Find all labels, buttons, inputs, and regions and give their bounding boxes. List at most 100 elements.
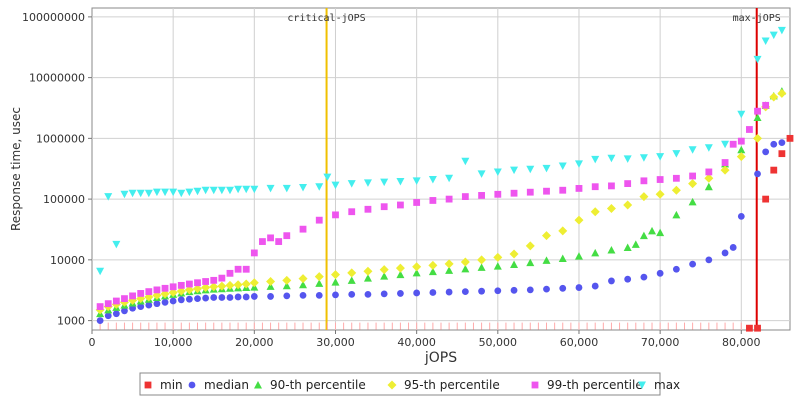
data-point bbox=[688, 179, 698, 189]
data-point bbox=[543, 285, 550, 293]
data-point bbox=[210, 276, 218, 284]
data-point bbox=[96, 317, 104, 324]
legend-swatch bbox=[254, 381, 262, 389]
min-baseline-stubs bbox=[99, 322, 742, 330]
data-point bbox=[575, 185, 583, 192]
axes: 0 10,000 20,000 30,000 40,000 50,000 60,000 70,… bbox=[22, 11, 761, 349]
y-tick-label: 1000000 bbox=[36, 132, 85, 145]
data-point bbox=[234, 185, 243, 194]
data-point bbox=[299, 184, 308, 192]
data-point bbox=[332, 211, 339, 219]
data-point bbox=[445, 288, 453, 296]
legend-label: 95-th percentile bbox=[404, 378, 500, 392]
data-point bbox=[299, 225, 307, 233]
data-point bbox=[193, 284, 203, 294]
data-point bbox=[259, 238, 266, 245]
data-point bbox=[396, 270, 405, 279]
data-point bbox=[729, 244, 737, 251]
data-point bbox=[397, 201, 404, 209]
data-point bbox=[704, 144, 713, 152]
data-point bbox=[478, 192, 485, 199]
markers: critical-jOPS max-jOPS bbox=[99, 8, 781, 330]
data-point bbox=[574, 215, 584, 225]
data-point bbox=[176, 286, 186, 296]
data-point bbox=[721, 140, 730, 149]
x-tick-label: 20,000 bbox=[235, 336, 274, 349]
data-point bbox=[429, 289, 437, 296]
data-point bbox=[380, 272, 389, 280]
data-point bbox=[526, 165, 535, 174]
data-point bbox=[672, 174, 680, 182]
y-axis-title: Response time, usec bbox=[9, 107, 23, 231]
data-point bbox=[161, 298, 169, 306]
data-point bbox=[607, 246, 616, 254]
data-point bbox=[145, 301, 153, 309]
data-point bbox=[591, 155, 600, 164]
data-point bbox=[161, 188, 170, 197]
data-point bbox=[412, 262, 422, 272]
data-point bbox=[705, 168, 713, 176]
data-point bbox=[623, 200, 633, 210]
data-point bbox=[112, 310, 120, 318]
data-point bbox=[395, 263, 405, 273]
data-point bbox=[315, 279, 324, 287]
data-point bbox=[315, 183, 324, 191]
data-point bbox=[283, 232, 291, 240]
data-point bbox=[282, 275, 292, 285]
data-point bbox=[525, 241, 535, 251]
data-point bbox=[672, 210, 681, 219]
data-point bbox=[623, 243, 632, 251]
data-point bbox=[777, 88, 787, 98]
data-point bbox=[104, 300, 112, 308]
data-point bbox=[266, 282, 275, 290]
data-point bbox=[242, 265, 250, 273]
data-point bbox=[526, 188, 534, 196]
data-point bbox=[137, 303, 145, 310]
series-99-th-percentile bbox=[96, 101, 770, 310]
data-point bbox=[542, 256, 551, 264]
data-point bbox=[412, 177, 421, 185]
data-point bbox=[689, 172, 697, 180]
data-point bbox=[299, 280, 308, 289]
critical-jOPS-label: critical-jOPS bbox=[287, 13, 365, 24]
data-point bbox=[510, 286, 518, 294]
data-point bbox=[648, 226, 657, 235]
data-point bbox=[217, 186, 226, 195]
data-point bbox=[169, 188, 178, 197]
data-point bbox=[754, 324, 761, 332]
data-point bbox=[332, 291, 339, 299]
data-point bbox=[185, 295, 193, 303]
data-point bbox=[225, 280, 235, 290]
data-point bbox=[145, 288, 153, 296]
data-point bbox=[241, 279, 251, 289]
data-point bbox=[201, 283, 211, 293]
series-median bbox=[96, 139, 786, 324]
data-point bbox=[177, 189, 186, 198]
legend-label: 90-th percentile bbox=[270, 378, 366, 392]
legend-label: 99-th percentile bbox=[547, 378, 643, 392]
data-point bbox=[624, 180, 632, 187]
data-point bbox=[688, 197, 697, 206]
data-point bbox=[574, 252, 583, 260]
plot-area bbox=[91, 7, 791, 331]
data-point bbox=[606, 204, 616, 214]
data-point bbox=[249, 278, 259, 288]
data-point bbox=[153, 286, 161, 294]
data-point bbox=[184, 285, 194, 295]
data-point bbox=[363, 274, 372, 282]
data-point bbox=[226, 294, 234, 301]
data-point bbox=[445, 266, 454, 274]
data-point bbox=[428, 260, 438, 270]
data-point bbox=[526, 286, 534, 294]
data-point bbox=[461, 157, 470, 166]
data-point bbox=[413, 199, 421, 206]
data-point bbox=[543, 187, 550, 195]
data-point bbox=[112, 297, 120, 305]
data-point bbox=[737, 110, 746, 119]
y-tick-label: 1000 bbox=[57, 315, 85, 328]
data-point bbox=[445, 174, 454, 183]
data-point bbox=[762, 148, 770, 156]
legend-swatch bbox=[144, 381, 152, 389]
data-point bbox=[282, 184, 291, 193]
data-point bbox=[737, 137, 745, 145]
